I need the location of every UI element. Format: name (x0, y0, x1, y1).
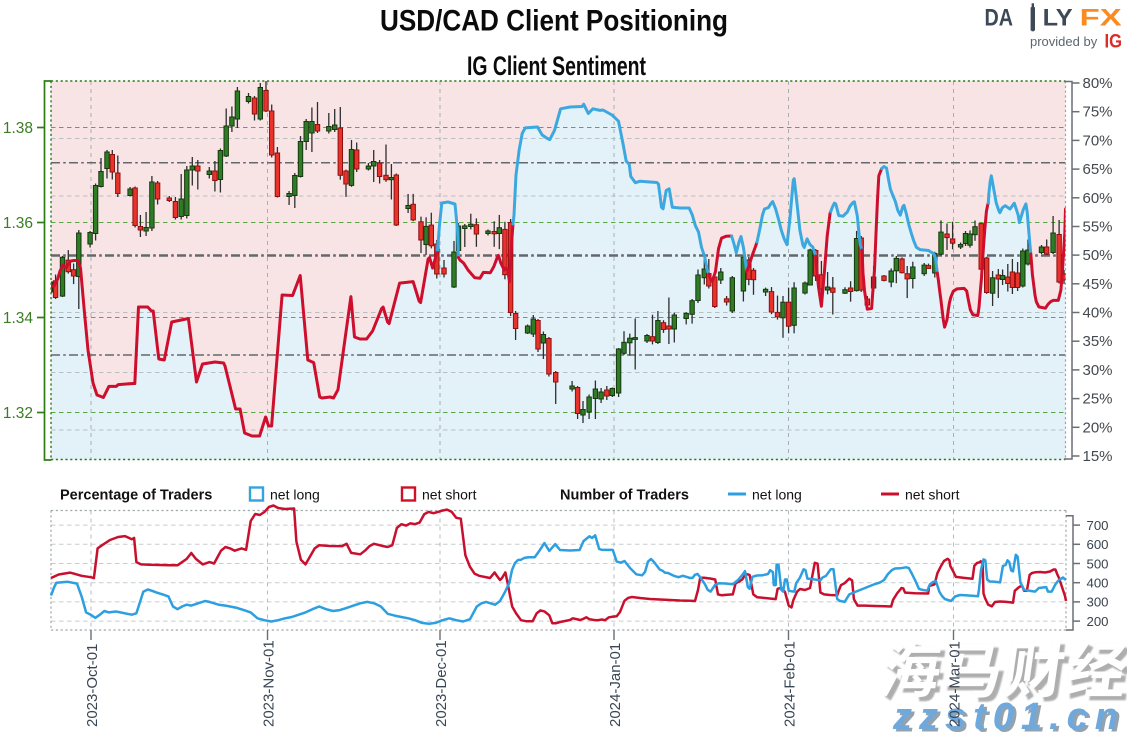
svg-text:75%: 75% (1083, 104, 1113, 121)
svg-text:45%: 45% (1083, 276, 1113, 293)
svg-text:2023-Oct-01: 2023-Oct-01 (84, 644, 101, 727)
svg-text:50%: 50% (1083, 247, 1113, 264)
svg-text:DA: DA (985, 5, 1014, 32)
svg-text:80%: 80% (1083, 75, 1113, 92)
svg-text:LY: LY (1043, 5, 1073, 32)
svg-text:200: 200 (1087, 614, 1109, 629)
svg-text:net long: net long (752, 487, 802, 503)
svg-text:40%: 40% (1083, 305, 1113, 322)
svg-text:net long: net long (270, 487, 320, 503)
svg-text:provided by: provided by (1030, 34, 1098, 49)
svg-text:1.36: 1.36 (3, 215, 33, 232)
svg-text:1.32: 1.32 (3, 405, 33, 422)
svg-text:30%: 30% (1083, 362, 1113, 379)
svg-text:2023-Nov-01: 2023-Nov-01 (261, 640, 278, 727)
svg-text:1.38: 1.38 (3, 120, 33, 137)
svg-text:55%: 55% (1083, 219, 1113, 236)
svg-text:70%: 70% (1083, 132, 1113, 149)
svg-text:400: 400 (1087, 576, 1109, 591)
svg-text:600: 600 (1087, 537, 1109, 552)
svg-text:500: 500 (1087, 556, 1109, 571)
svg-text:Number of Traders: Number of Traders (560, 488, 689, 504)
svg-text:15%: 15% (1083, 448, 1113, 465)
svg-text:65%: 65% (1083, 161, 1113, 178)
svg-text:IG Client Sentiment: IG Client Sentiment (467, 51, 646, 81)
svg-text:25%: 25% (1083, 391, 1113, 408)
svg-text:300: 300 (1087, 595, 1109, 610)
svg-text:IG: IG (1105, 32, 1123, 53)
svg-text:net short: net short (422, 487, 477, 503)
svg-text:USD/CAD Client Positioning: USD/CAD Client Positioning (380, 5, 728, 38)
svg-text:35%: 35% (1083, 333, 1113, 350)
svg-text:2024-Jan-01: 2024-Jan-01 (607, 643, 624, 727)
svg-text:zzst01.cn: zzst01.cn (892, 696, 1125, 732)
svg-text:700: 700 (1087, 518, 1109, 533)
svg-text:2024-Feb-01: 2024-Feb-01 (782, 641, 799, 727)
svg-text:2024-Mar-01: 2024-Mar-01 (947, 641, 964, 727)
svg-text:Percentage of Traders: Percentage of Traders (60, 488, 212, 504)
svg-text:FX: FX (1080, 5, 1122, 32)
svg-text:zzst01.cn: zzst01.cn (895, 699, 1127, 732)
svg-text:net short: net short (905, 487, 960, 503)
svg-text:60%: 60% (1083, 190, 1113, 207)
svg-text:20%: 20% (1083, 419, 1113, 436)
svg-text:1.34: 1.34 (3, 310, 34, 327)
svg-text:2023-Dec-01: 2023-Dec-01 (433, 640, 450, 727)
